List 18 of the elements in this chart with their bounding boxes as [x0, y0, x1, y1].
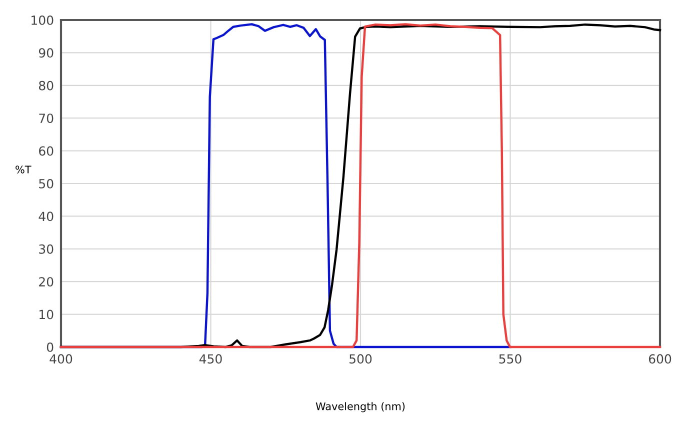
y-tick-label: 80 [38, 80, 54, 90]
x-tick-label: 450 [199, 354, 222, 364]
y-tick-label: 90 [38, 48, 54, 58]
y-tick-label: 60 [39, 146, 54, 156]
y-tick-label: 0 [46, 342, 54, 352]
y-tick-label: 50 [39, 178, 54, 188]
y-tick-label: 20 [39, 277, 54, 287]
y-tick-label: 40 [38, 212, 54, 222]
x-tick-label: 550 [499, 354, 522, 364]
x-tick-label: 600 [648, 354, 672, 364]
y-tick-label: 10 [40, 310, 54, 320]
y-tick-label: 30 [39, 244, 54, 254]
x-tick-label: 400 [50, 354, 72, 364]
x-tick-label: 500 [350, 354, 372, 364]
y-axis-title: %T [16, 166, 32, 174]
y-tick-label: 100 [32, 15, 54, 25]
y-tick-label: 70 [39, 114, 54, 124]
x-axis-title: Wavelength (nm) [316, 402, 405, 412]
